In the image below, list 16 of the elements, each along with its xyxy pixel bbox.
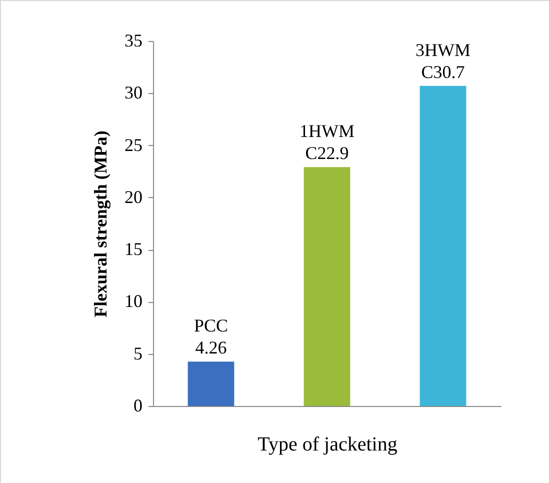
bar [420,86,466,406]
y-axis-title: Flexural strength (MPa) [90,130,110,318]
bar [188,362,234,406]
y-tick-label: 25 [124,134,142,155]
data-label: 1HWM C22.9 [300,121,354,164]
data-label: 3HWM C30.7 [416,40,470,82]
y-tick-label: 0 [134,396,142,416]
data-label: PCC 4.26 [194,316,228,358]
y-tick-label: 15 [124,239,142,260]
y-tick-label: 20 [124,186,142,207]
bar [304,167,350,406]
y-tick-label: 10 [124,291,142,312]
y-tick-label: 5 [134,343,142,364]
y-tick-label: 30 [124,82,142,103]
x-axis-title: Type of jacketing [258,434,398,456]
y-tick-label: 35 [124,30,142,50]
